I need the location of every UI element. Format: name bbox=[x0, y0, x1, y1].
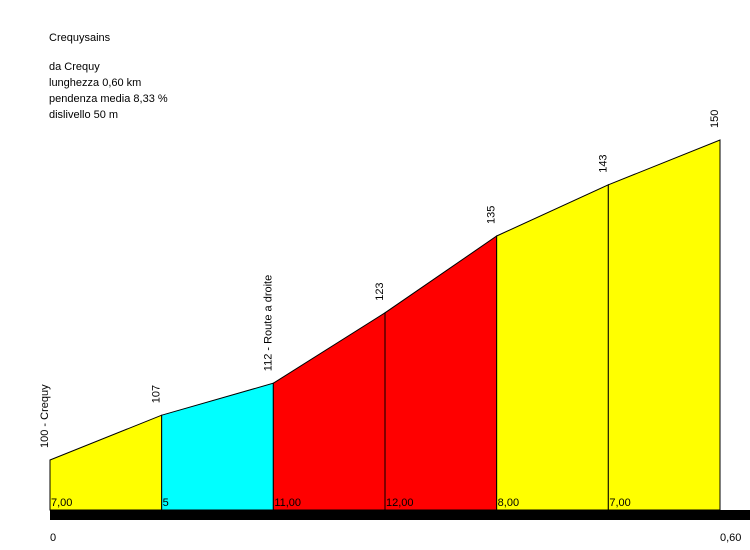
elevation-label-5: 135 bbox=[486, 206, 498, 224]
route-title: Crequysains bbox=[49, 32, 111, 44]
segment-gradient-label-3: 11,00 bbox=[274, 497, 301, 509]
elevation-label-1: 100 - Crequy bbox=[39, 384, 51, 448]
segment-gradient-label-1: 7,00 bbox=[51, 497, 72, 509]
segment-gradient-label-2: 5 bbox=[163, 497, 169, 509]
x-tick-label-1: 0 bbox=[50, 532, 56, 544]
elevation-label-6: 143 bbox=[597, 154, 609, 172]
profile-segment-6 bbox=[607, 139, 721, 511]
profile-segment-2 bbox=[161, 382, 274, 511]
elevation-label-3: 112 - Route a droite bbox=[262, 275, 274, 371]
segment-gradient-label-5: 8,00 bbox=[498, 497, 519, 509]
x-tick-label-2: 0,60 bbox=[720, 532, 741, 544]
profile-segment-5 bbox=[496, 184, 609, 511]
route-start: da Crequy bbox=[49, 61, 100, 73]
elevation-label-7: 150 bbox=[709, 110, 721, 128]
route-avg-gradient: pendenza media 8,33 % bbox=[49, 93, 168, 105]
segment-gradient-label-6: 7,00 bbox=[609, 497, 630, 509]
route-elevation-gain: dislivello 50 m bbox=[49, 109, 119, 121]
elevation-label-2: 107 bbox=[151, 385, 163, 403]
profile-segment-3 bbox=[272, 311, 386, 511]
profile-segment-1 bbox=[49, 414, 163, 511]
profile-segment-4 bbox=[384, 235, 498, 511]
route-info: Crequysains da Crequy lunghezza 0,60 km … bbox=[49, 30, 168, 123]
distance-axis-bar bbox=[50, 510, 750, 520]
elevation-label-4: 123 bbox=[374, 282, 386, 300]
route-length: lunghezza 0,60 km bbox=[49, 77, 142, 89]
segment-gradient-label-4: 12,00 bbox=[386, 497, 414, 509]
